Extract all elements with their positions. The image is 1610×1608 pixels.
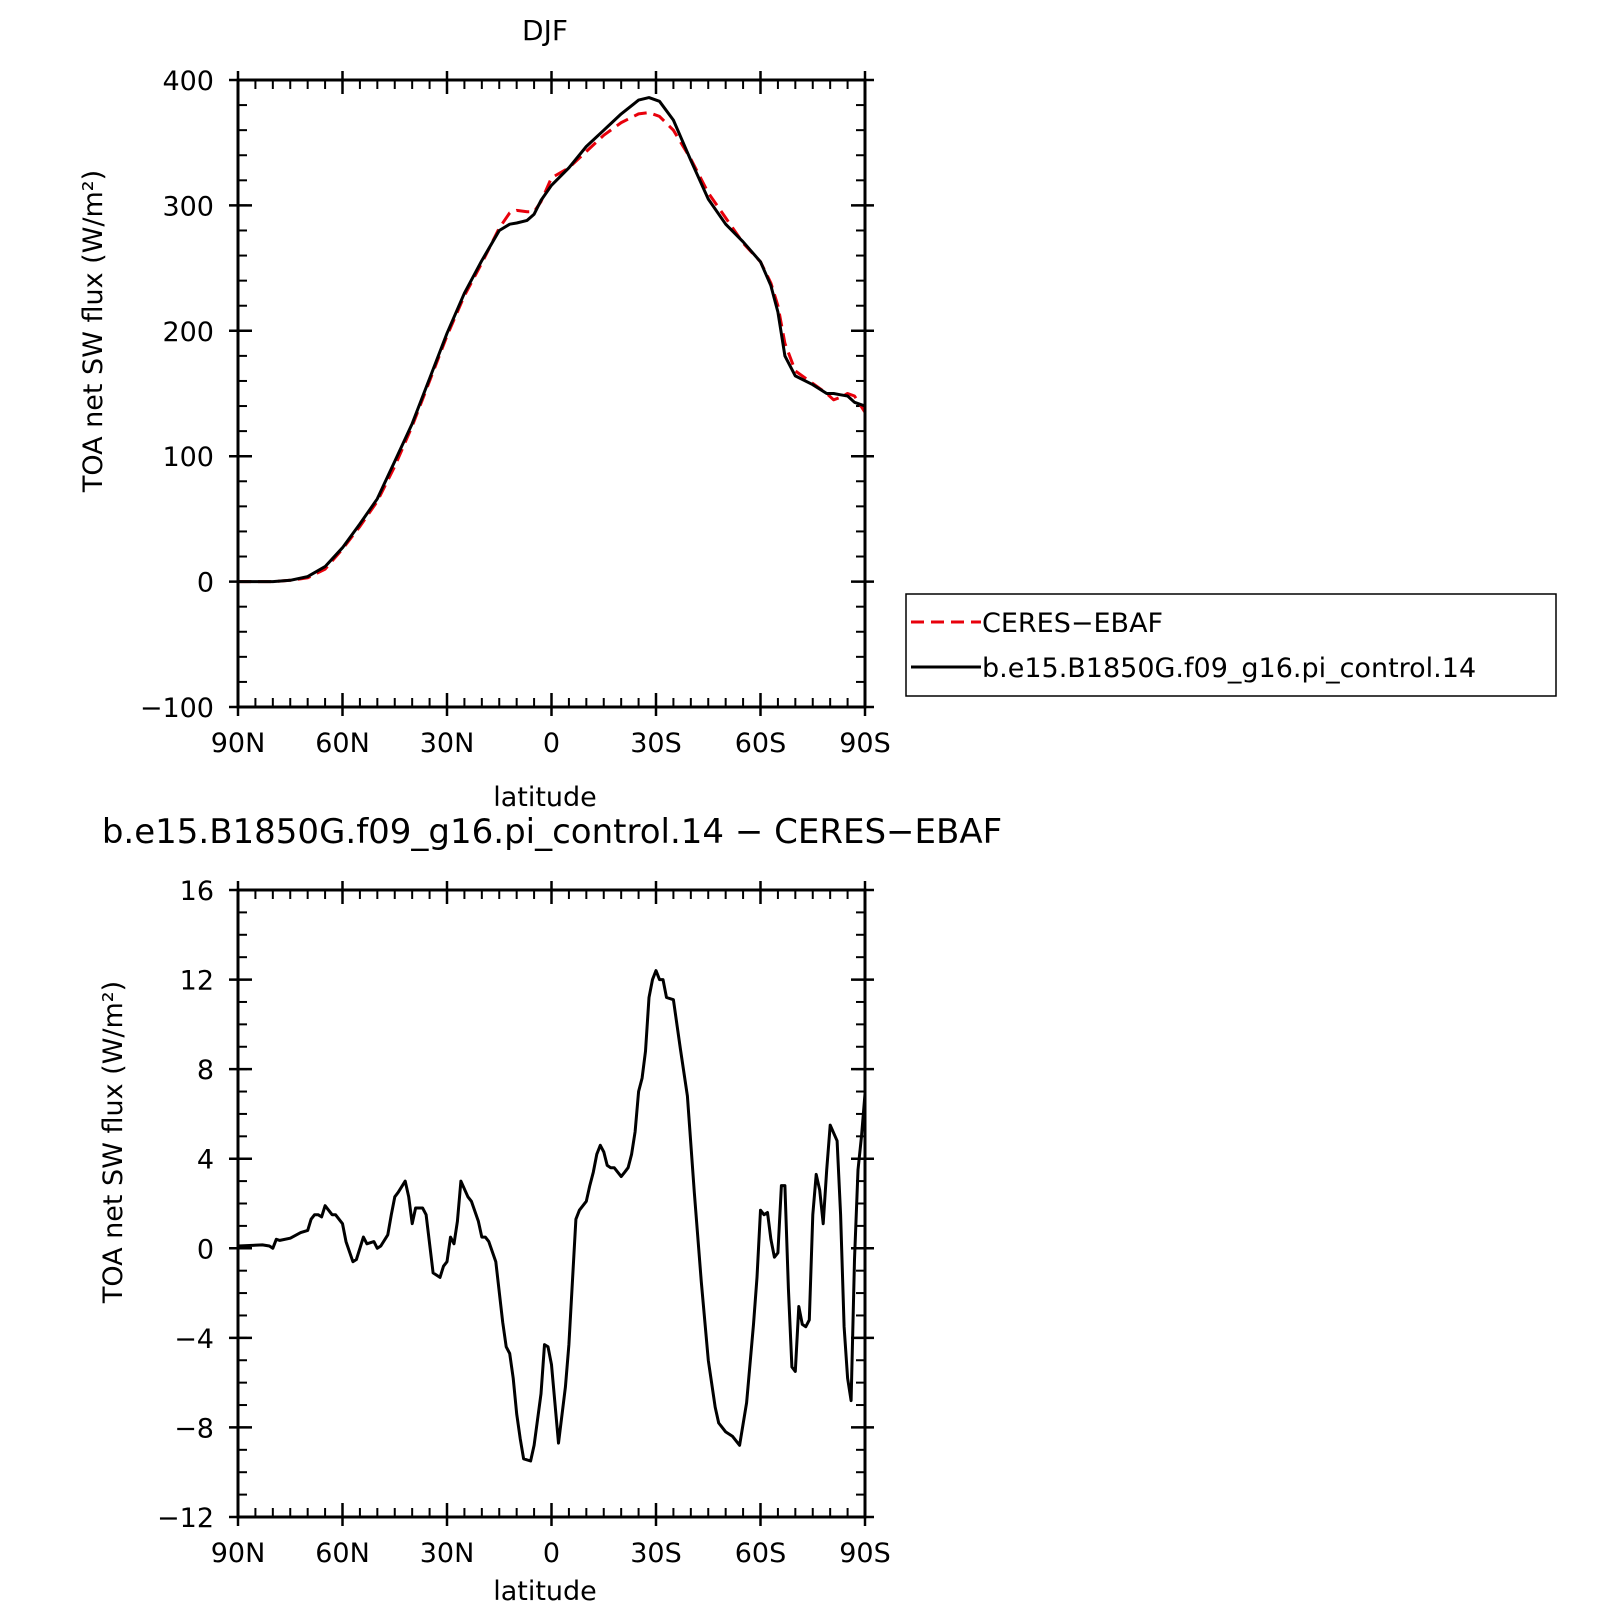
bottom-plot-frame — [236, 888, 867, 1519]
top-x-tick-label: 30N — [420, 728, 475, 759]
top-x-tick-label: 90S — [839, 728, 891, 759]
bottom-y-tick-label: 8 — [197, 1055, 214, 1086]
top-x-tick-label: 30S — [630, 728, 682, 759]
bottom-panel: b.e15.B1850G.f09_g16.pi_control.14 − CER… — [98, 812, 1002, 1607]
top-tick-labels: 90N 60N 30N 0 30S 60S 90S −100 0 100 200 300 400 — [140, 66, 891, 759]
bottom-x-tick-label: 60N — [315, 1538, 370, 1569]
bottom-x-tick-label: 90S — [839, 1538, 891, 1569]
bottom-y-tick-label: −12 — [157, 1503, 214, 1534]
bottom-y-tick-label: −8 — [174, 1413, 214, 1444]
bottom-x-tick-label: 0 — [543, 1538, 560, 1569]
top-panel: DJF latitude TOA net SW flux (W/m²) 90N 6… — [78, 14, 891, 813]
bottom-series-line-1 — [237, 969, 867, 1463]
legend-box — [905, 593, 1557, 697]
bottom-chart-title: b.e15.B1850G.f09_g16.pi_control.14 − CER… — [102, 812, 1002, 852]
top-series-line-1 — [238, 111, 867, 584]
bottom-y-tick-label: −4 — [174, 1324, 214, 1355]
top-chart-title: DJF — [522, 14, 568, 47]
top-y-tick-label: 200 — [162, 317, 214, 348]
bottom-y-tick-label: 4 — [197, 1145, 214, 1176]
top-x-tick-label: 90N — [211, 728, 266, 759]
top-ticks — [229, 71, 874, 716]
bottom-x-tick-label: 60S — [735, 1538, 787, 1569]
bottom-y-axis-label: TOA net SW flux (W/m²) — [98, 981, 129, 1304]
top-y-tick-label: −100 — [140, 693, 214, 724]
top-plot-frame — [236, 78, 867, 709]
top-x-tick-label: 0 — [543, 728, 560, 759]
bottom-x-axis-label: latitude — [493, 1576, 597, 1607]
bottom-tick-labels: 90N 60N 30N 0 30S 60S 90S −12 −8 −4 0 4 8 12 16 — [157, 876, 891, 1569]
bottom-x-tick-label: 90N — [211, 1538, 266, 1569]
top-y-axis-label: TOA net SW flux (W/m²) — [78, 170, 109, 493]
legend-label-model: b.e15.B1850G.f09_g16.pi_control.14 — [982, 653, 1476, 684]
top-x-axis-label: latitude — [493, 782, 597, 813]
bottom-ticks — [229, 881, 874, 1526]
top-series-line-2 — [238, 96, 866, 584]
bottom-y-tick-label: 0 — [197, 1234, 214, 1265]
top-plot-lines — [238, 96, 867, 584]
top-y-tick-label: 0 — [197, 568, 214, 599]
legend-label-ceres: CERES−EBAF — [982, 608, 1163, 639]
bottom-y-tick-label: 12 — [180, 966, 214, 997]
bottom-y-tick-label: 16 — [180, 876, 214, 907]
legend: CERES−EBAF b.e15.B1850G.f09_g16.pi_contr… — [905, 593, 1557, 697]
top-y-tick-label: 100 — [162, 442, 214, 473]
bottom-plot-lines — [237, 969, 867, 1463]
top-y-tick-label: 300 — [162, 191, 214, 222]
bottom-x-tick-label: 30N — [420, 1538, 475, 1569]
top-x-tick-label: 60N — [315, 728, 370, 759]
top-y-tick-label: 400 — [162, 66, 214, 97]
top-x-tick-label: 60S — [735, 728, 787, 759]
bottom-x-tick-label: 30S — [630, 1538, 682, 1569]
